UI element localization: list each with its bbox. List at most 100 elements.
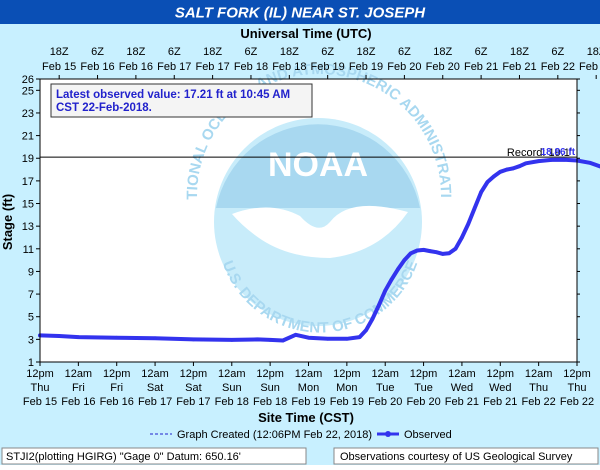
observed-point <box>191 337 196 342</box>
observed-point <box>434 250 439 254</box>
top-axis: 18Z Feb 15 6Z Feb 16 18Z Feb 16 6Z Feb 17 18Z Feb… <box>42 46 600 79</box>
bottom-tick-day: Thu <box>31 382 50 394</box>
top-axis-title: Universal Time (UTC) <box>240 26 371 41</box>
observed-point <box>460 235 464 240</box>
observed-point <box>504 167 509 172</box>
bottom-tick-day: Sat <box>185 382 202 394</box>
observed-point <box>511 166 515 171</box>
bottom-axis: 12pm Thu Feb 15 12am Fri Feb 16 12pm Fri Feb 16 1… <box>23 362 594 408</box>
bottom-tick-time: 12pm <box>410 368 438 380</box>
top-tick-date: Feb 16 <box>80 61 114 73</box>
bottom-tick-day: Thu <box>568 382 587 394</box>
bottom-tick-day: Tue <box>376 382 395 394</box>
station-info-box <box>1 447 307 465</box>
top-tick-label: 18Z <box>357 46 376 58</box>
observed-point <box>396 267 400 272</box>
y-tick-label: 21 <box>22 131 34 143</box>
bottom-tick-day: Fri <box>72 382 85 394</box>
observed-point <box>153 336 157 341</box>
peak-label: 18.86 ft <box>541 147 576 158</box>
series-group <box>38 157 600 343</box>
latest-observed-box: Latest observed value: 17.21 ft at 10:45… <box>50 83 313 118</box>
latest-observed-frame <box>50 83 313 118</box>
bottom-tick-day: Tue <box>414 382 433 394</box>
bottom-tick-time: 12pm <box>103 368 131 380</box>
observed-point <box>293 333 298 337</box>
bottom-tick-day: Mon <box>336 382 357 394</box>
y-tick-label: 15 <box>22 199 34 211</box>
top-tick-label: 6Z <box>551 46 564 58</box>
observed-point <box>409 251 413 256</box>
observed-point <box>255 337 260 342</box>
observed-point <box>268 338 272 342</box>
top-tick-label: 18Z <box>126 46 145 58</box>
observed-point <box>524 161 528 166</box>
observed-point <box>76 335 81 339</box>
observed-point <box>428 249 432 253</box>
top-tick-label: 18Z <box>280 46 299 58</box>
observed-point <box>357 335 362 339</box>
observed-point <box>447 251 451 256</box>
y-tick-label: 26 <box>22 74 34 86</box>
top-tick-date: Feb 18 <box>234 61 268 73</box>
bottom-tick-day: Wed <box>489 382 511 394</box>
watermark-gull-shape <box>232 205 408 258</box>
top-tick-label: 18Z <box>587 46 600 58</box>
y-tick-label: 3 <box>28 334 34 346</box>
y-tick-label: 1 <box>28 357 34 369</box>
bottom-tick-date: Feb 19 <box>291 396 325 408</box>
observed-point <box>114 335 119 340</box>
top-tick-date: Feb 19 <box>311 61 345 73</box>
observed-point <box>57 334 61 338</box>
top-tick-label: 6Z <box>168 46 181 58</box>
top-tick-label: 6Z <box>475 46 488 58</box>
observed-point <box>549 158 554 162</box>
observed-point <box>485 180 490 184</box>
chart-title: SALT FORK (IL) NEAR ST. JOSEPH <box>175 5 426 22</box>
observed-point <box>466 222 471 226</box>
legend-row: Graph Created (12:06PM Feb 22, 2018) Obs… <box>150 429 452 441</box>
bottom-tick-date: Feb 17 <box>176 396 210 408</box>
top-tick-date: Feb 22 <box>541 61 575 73</box>
bottom-tick-date: Feb 22 <box>560 396 594 408</box>
bottom-tick-date: Feb 22 <box>522 396 556 408</box>
latest-observed-text: Latest observed value: 17.21 ft at 10:45… <box>56 89 290 114</box>
top-tick-date: Feb 16 <box>119 61 153 73</box>
observed-point <box>588 161 592 165</box>
bottom-tick-day: Mon <box>298 382 319 394</box>
y-tick-label: 13 <box>22 221 34 233</box>
watermark-upper-half <box>216 124 420 208</box>
bottom-tick-time: 12pm <box>180 368 208 380</box>
bottom-tick-date: Feb 21 <box>483 396 517 408</box>
y-tick-label: 19 <box>22 153 34 165</box>
bottom-tick-time: 12pm <box>333 368 361 380</box>
observed-point <box>281 338 285 343</box>
latest-observed-line-1: Latest observed value: 17.21 ft at 10:45… <box>56 89 290 101</box>
bottom-tick-time: 12pm <box>256 368 284 380</box>
top-tick-date: Feb 22 <box>579 61 600 73</box>
bottom-tick-time: 12am <box>448 368 476 380</box>
observed-point <box>536 159 541 163</box>
observed-point <box>441 252 445 256</box>
top-tick-date: Feb 21 <box>502 61 536 73</box>
bottom-axis-title: Site Time (CST) <box>258 410 354 425</box>
bottom-tick-time: 12am <box>218 368 246 380</box>
observed-point <box>562 158 566 162</box>
graph-created-text: Graph Created (12:06PM Feb 22, 2018) <box>177 429 372 441</box>
top-tick-date: Feb 20 <box>387 61 421 73</box>
observed-point <box>479 190 483 194</box>
station-info-text: STJI2(plotting HGIRG) "Gage 0" Datum: 65… <box>6 451 241 463</box>
bottom-tick-day: Sun <box>260 382 280 394</box>
bottom-tick-date: Feb 18 <box>253 396 287 408</box>
bottom-tick-time: 12pm <box>563 368 591 380</box>
y-tick-label: 7 <box>28 289 34 301</box>
bottom-tick-date: Feb 19 <box>330 396 364 408</box>
top-tick-date: Feb 18 <box>272 61 306 73</box>
observed-point <box>421 248 426 252</box>
bottom-tick-time: 12am <box>371 368 399 380</box>
bottom-tick-time: 12am <box>65 368 93 380</box>
y-tick-label: 9 <box>28 266 34 278</box>
bottom-tick-time: 12am <box>141 368 169 380</box>
courtesy-box <box>333 447 599 465</box>
